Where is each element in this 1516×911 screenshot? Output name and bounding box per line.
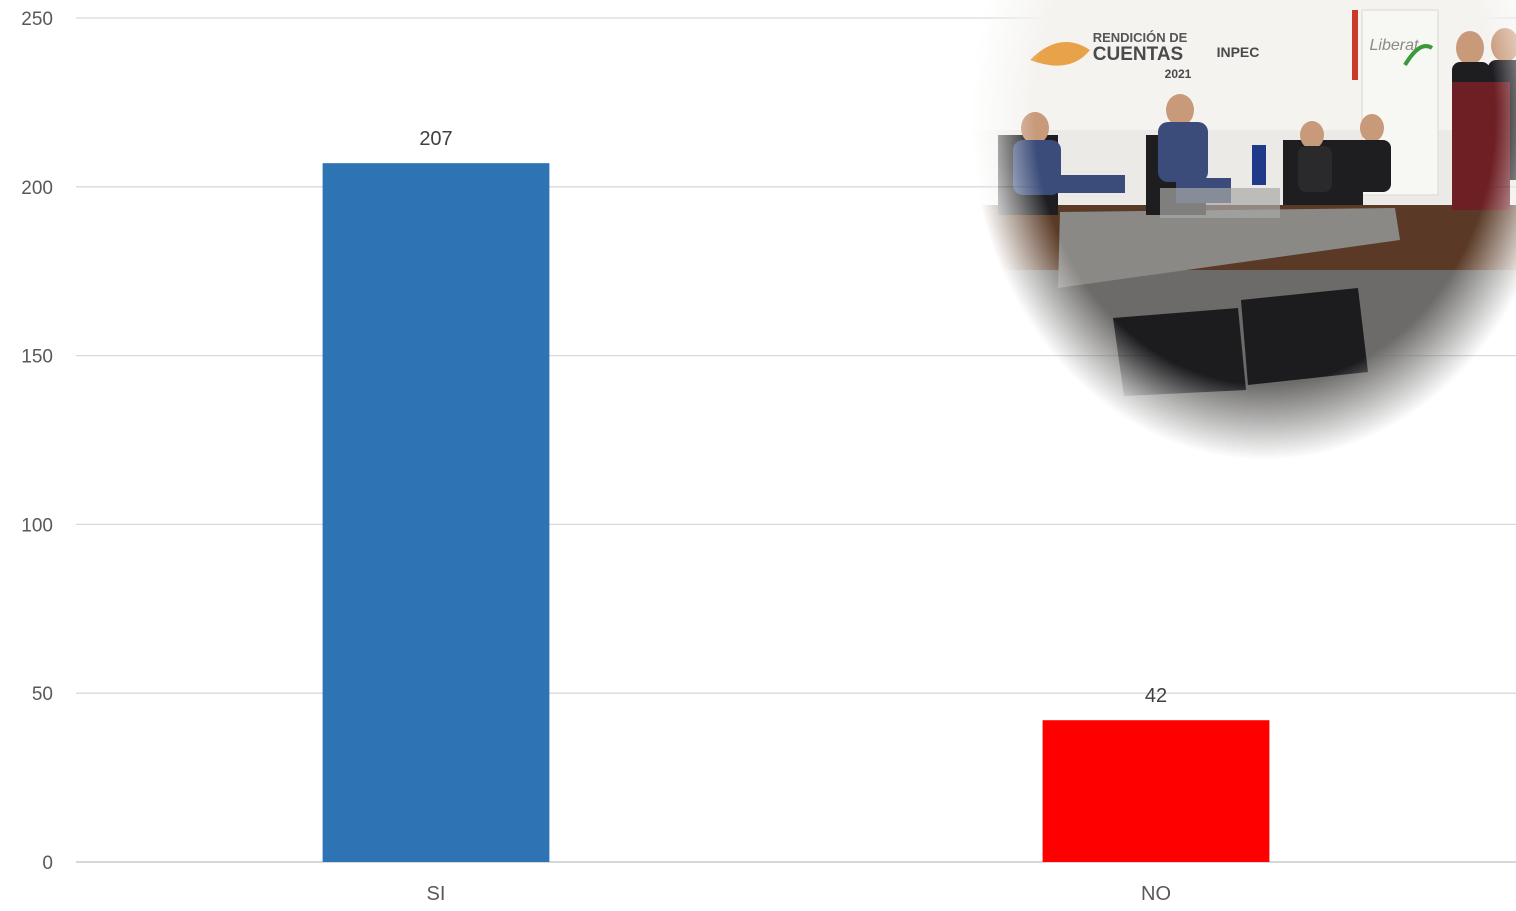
y-tick-label: 200: [21, 178, 53, 199]
event-photo: RENDICIÓN DE CUENTAS INPEC 2021 Liberat: [960, 0, 1516, 470]
photo-person-5-head: [1456, 31, 1484, 65]
photo-banner-line-1: RENDICIÓN DE: [1093, 30, 1188, 45]
bar-no: [1042, 720, 1270, 862]
y-tick-label: 250: [21, 9, 53, 30]
photo-rug: [1058, 208, 1400, 288]
photo-person-1: [1013, 140, 1061, 195]
photo-speaker-1: [1113, 308, 1246, 396]
photo-banner-swoosh: [1030, 42, 1090, 66]
photo-person-3-head: [1300, 121, 1324, 149]
x-axis-categories: SI NO: [427, 883, 1171, 905]
photo-table: [1160, 188, 1280, 218]
photo-person-4: [1355, 140, 1391, 192]
bars: [322, 163, 1270, 863]
photo-person-3: [1298, 146, 1332, 192]
photo-side-logo-mark: [1403, 44, 1434, 67]
y-axis-ticks: 0 50 100 150 200 250: [21, 9, 53, 874]
photo-banner-line-4: 2021: [1165, 67, 1192, 81]
photo-speaker-2: [1241, 288, 1368, 385]
photo-lectern: [1452, 82, 1510, 210]
photo-person-2-head: [1166, 94, 1194, 126]
photo-banner-line-2: CUENTAS: [1093, 44, 1183, 65]
data-label-si: 207: [419, 128, 452, 150]
category-label-si: SI: [427, 883, 446, 905]
photo-side-logo: Liberat: [1370, 37, 1419, 54]
photo-person-1-head: [1021, 112, 1049, 144]
y-tick-label: 150: [21, 347, 53, 368]
photo-flag-left: [1352, 10, 1358, 80]
data-label-no: 42: [1145, 685, 1167, 707]
photo-person-2: [1158, 122, 1208, 182]
y-tick-label: 0: [42, 853, 53, 874]
bar-si: [322, 163, 550, 863]
y-tick-label: 50: [32, 684, 53, 705]
data-labels: 207 42: [419, 128, 1167, 707]
photo-person-4-head: [1360, 114, 1384, 142]
photo-banner-line-3: INPEC: [1217, 44, 1260, 60]
category-label-no: NO: [1141, 883, 1171, 905]
photo-flag-inpec: [1252, 145, 1266, 185]
y-tick-label: 100: [21, 515, 53, 536]
